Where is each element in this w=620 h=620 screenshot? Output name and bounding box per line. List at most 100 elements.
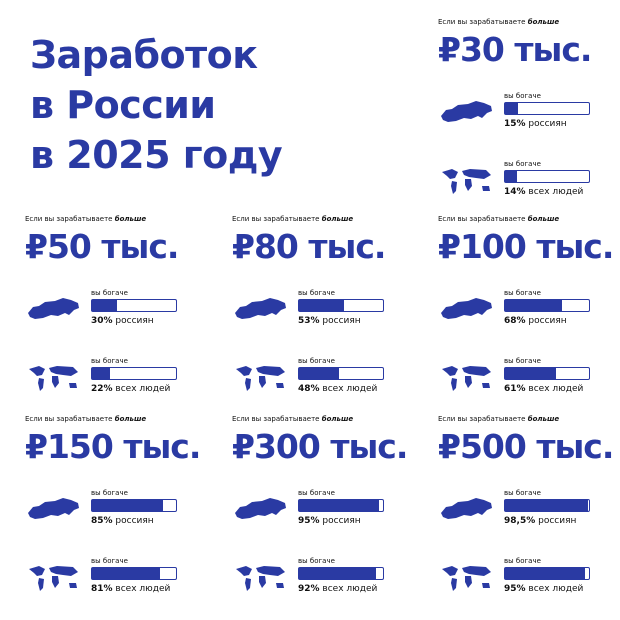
- intro: Если вы зарабатываете: [232, 415, 320, 423]
- caption: вы богаче: [91, 489, 128, 497]
- caption: вы богаче: [504, 289, 541, 297]
- value-label: 15% россиян: [504, 119, 567, 129]
- amount: ₽150 тыс.: [25, 427, 201, 466]
- intro-emphasis: больше: [527, 215, 560, 223]
- bar: [299, 300, 344, 311]
- group-label: россиян: [115, 316, 154, 326]
- bar: [299, 368, 340, 379]
- intro-emphasis: больше: [527, 415, 560, 423]
- value-label: 14% всех людей: [504, 187, 583, 197]
- bar-track: [91, 499, 177, 512]
- russia-map-icon: [28, 298, 79, 319]
- intro-text: Если вы зарабатываете больше: [25, 415, 146, 423]
- bar: [92, 300, 118, 311]
- group-label: всех людей: [115, 384, 171, 394]
- world-map-icon: [236, 366, 285, 391]
- russia-map-icon: [441, 498, 492, 519]
- percent: 95%: [504, 584, 526, 594]
- percent: 61%: [504, 384, 526, 394]
- intro-emphasis: больше: [321, 415, 354, 423]
- intro-text: Если вы зарабатываете больше: [232, 215, 353, 223]
- caption: вы богаче: [504, 489, 541, 497]
- caption: вы богаче: [504, 92, 541, 100]
- bar-track: [504, 567, 590, 580]
- caption: вы богаче: [298, 289, 335, 297]
- amount: ₽80 тыс.: [232, 227, 386, 266]
- title: Заработок в России в 2025 году: [30, 30, 283, 180]
- amount: ₽50 тыс.: [25, 227, 179, 266]
- bar: [505, 568, 585, 579]
- world-map-icon: [442, 366, 491, 391]
- title-line: в России: [30, 83, 216, 127]
- bar-track: [91, 567, 177, 580]
- income-card: Если вы зарабатываете больше ₽80 тыс. вы б…: [232, 215, 412, 415]
- bar: [505, 500, 588, 511]
- value-label: 30% россиян: [91, 316, 154, 326]
- bar-track: [504, 299, 590, 312]
- caption: вы богаче: [504, 357, 541, 365]
- intro: Если вы зарабатываете: [438, 18, 526, 26]
- group-label: россиян: [322, 516, 361, 526]
- group-label: всех людей: [115, 584, 171, 594]
- bar-track: [91, 299, 177, 312]
- group-label: всех людей: [322, 584, 378, 594]
- intro: Если вы зарабатываете: [25, 415, 113, 423]
- amount: ₽30 тыс.: [438, 30, 592, 69]
- percent: 14%: [504, 187, 526, 197]
- russia-map-icon: [441, 298, 492, 319]
- value-label: 48% всех людей: [298, 384, 377, 394]
- income-card: Если вы зарабатываете больше ₽300 тыс. вы …: [232, 415, 412, 615]
- caption: вы богаче: [504, 557, 541, 565]
- intro-emphasis: больше: [114, 415, 147, 423]
- value-label: 81% всех людей: [91, 584, 170, 594]
- bar: [505, 300, 563, 311]
- group-label: всех людей: [322, 384, 378, 394]
- bar-track: [504, 102, 590, 115]
- group-label: всех людей: [528, 584, 584, 594]
- income-card: Если вы зарабатываете больше ₽150 тыс. вы …: [25, 415, 205, 615]
- bar-track: [298, 499, 384, 512]
- bar: [505, 368, 557, 379]
- intro-text: Если вы зарабатываете больше: [25, 215, 146, 223]
- group-label: всех людей: [528, 187, 584, 197]
- value-label: 61% всех людей: [504, 384, 583, 394]
- caption: вы богаче: [298, 357, 335, 365]
- bar-track: [504, 170, 590, 183]
- group-label: россиян: [322, 316, 361, 326]
- income-card: Если вы зарабатываете больше ₽50 тыс. вы б…: [25, 215, 205, 415]
- percent: 53%: [298, 316, 320, 326]
- value-label: 53% россиян: [298, 316, 361, 326]
- intro-text: Если вы зарабатываете больше: [232, 415, 353, 423]
- caption: вы богаче: [91, 289, 128, 297]
- world-map-icon: [442, 169, 491, 194]
- value-label: 68% россиян: [504, 316, 567, 326]
- caption: вы богаче: [298, 489, 335, 497]
- value-label: 98,5% россиян: [504, 516, 576, 526]
- value-label: 92% всех людей: [298, 584, 377, 594]
- bar: [92, 568, 161, 579]
- percent: 81%: [91, 584, 113, 594]
- percent: 30%: [91, 316, 113, 326]
- russia-map-icon: [28, 498, 79, 519]
- world-map-icon: [236, 566, 285, 591]
- amount: ₽500 тыс.: [438, 427, 614, 466]
- group-label: россиян: [115, 516, 154, 526]
- bar: [299, 500, 379, 511]
- percent: 48%: [298, 384, 320, 394]
- percent: 85%: [91, 516, 113, 526]
- russia-map-icon: [235, 298, 286, 319]
- group-label: всех людей: [528, 384, 584, 394]
- bar-track: [298, 299, 384, 312]
- group-label: россиян: [528, 119, 567, 129]
- income-card: Если вы зарабатываете больше ₽500 тыс. вы …: [438, 415, 618, 615]
- intro-emphasis: больше: [114, 215, 147, 223]
- world-map-icon: [29, 566, 78, 591]
- amount: ₽100 тыс.: [438, 227, 614, 266]
- bar-track: [298, 567, 384, 580]
- percent: 22%: [91, 384, 113, 394]
- amount: ₽300 тыс.: [232, 427, 408, 466]
- russia-map-icon: [441, 101, 492, 122]
- intro: Если вы зарабатываете: [438, 215, 526, 223]
- title-line: в 2025 году: [30, 133, 283, 177]
- value-label: 95% россиян: [298, 516, 361, 526]
